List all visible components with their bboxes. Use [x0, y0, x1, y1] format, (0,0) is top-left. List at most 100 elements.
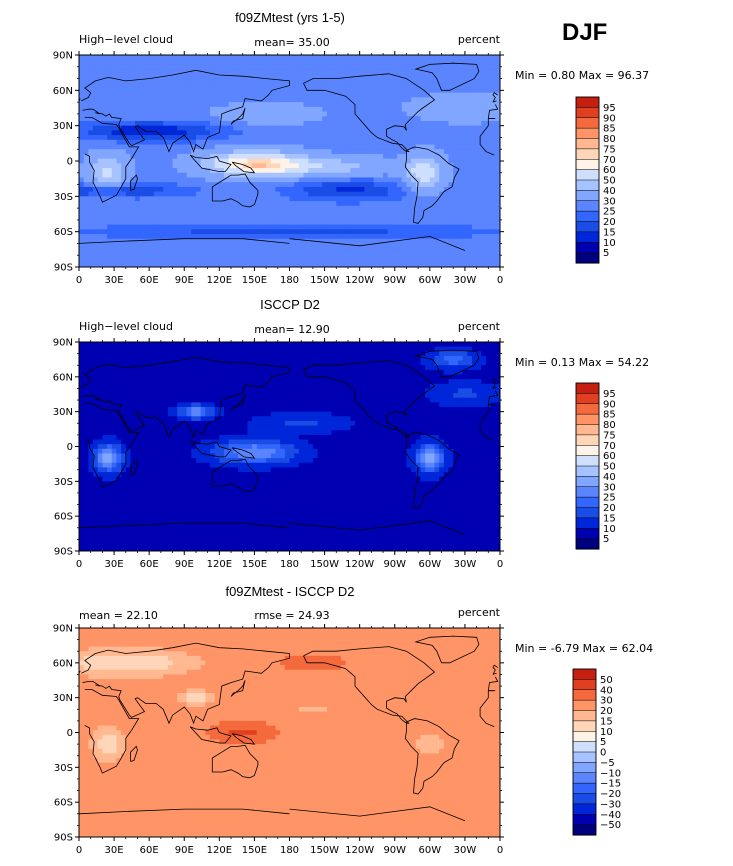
grid-cell	[439, 186, 445, 193]
grid-cell	[224, 149, 230, 155]
grid-cell	[97, 135, 103, 141]
grid-cell	[481, 365, 487, 371]
grid-cell	[369, 111, 375, 117]
grid-cell	[111, 116, 118, 122]
grid-cell	[200, 172, 206, 179]
grid-cell	[107, 186, 113, 193]
grid-cell	[83, 64, 89, 70]
grid-cell	[238, 87, 244, 94]
grid-cell	[116, 55, 122, 61]
grid-cell	[354, 234, 361, 240]
grid-cell	[111, 201, 118, 207]
grid-cell	[294, 111, 300, 117]
grid-cell	[476, 64, 482, 70]
grid-cell	[139, 97, 146, 103]
grid-cell	[135, 243, 141, 249]
grid-cell	[495, 196, 500, 202]
grid-cell	[275, 135, 281, 141]
grid-cell	[434, 369, 440, 376]
grid-cell	[439, 177, 445, 183]
grid-cell	[369, 182, 375, 188]
grid-cell	[485, 351, 492, 357]
grid-cell	[266, 73, 272, 80]
grid-cell	[326, 196, 333, 202]
grid-cell	[167, 342, 174, 348]
grid-cell	[397, 130, 403, 136]
grid-cell	[289, 355, 295, 362]
grid-cell	[392, 102, 398, 108]
grid-cell	[383, 342, 389, 348]
grid-cell	[373, 97, 379, 103]
grid-cell	[429, 224, 436, 230]
grid-cell	[135, 92, 141, 98]
grid-cell	[195, 139, 202, 146]
grid-cell	[495, 234, 500, 240]
grid-cell	[144, 351, 150, 357]
grid-cell	[462, 355, 468, 362]
grid-cell	[167, 360, 174, 366]
grid-cell	[228, 374, 234, 380]
grid-cell	[93, 59, 99, 66]
grid-cell	[200, 374, 206, 380]
grid-cell	[485, 92, 492, 98]
grid-cell	[359, 215, 365, 221]
grid-cell	[336, 257, 342, 263]
grid-cell	[401, 83, 408, 89]
grid-cell	[336, 196, 342, 202]
grid-cell	[443, 219, 450, 226]
grid-cell	[200, 78, 206, 84]
grid-cell	[116, 215, 122, 221]
grid-cell	[308, 106, 314, 113]
grid-cell	[336, 73, 342, 80]
grid-cell	[378, 153, 384, 160]
grid-cell	[284, 360, 291, 366]
grid-cell	[317, 73, 323, 80]
grid-cell	[397, 186, 403, 193]
grid-cell	[270, 92, 277, 98]
grid-cell	[158, 87, 164, 94]
grid-cell	[369, 149, 375, 155]
grid-cell	[453, 224, 459, 230]
grid-cell	[228, 78, 234, 84]
grid-cell	[476, 172, 482, 179]
grid-cell	[439, 196, 445, 202]
season-label: DJF	[562, 19, 607, 46]
lon-tick-label: 150W	[310, 275, 339, 286]
grid-cell	[209, 210, 216, 216]
grid-cell	[280, 73, 286, 80]
grid-cell	[135, 69, 141, 75]
grid-cell	[139, 379, 146, 385]
grid-cell	[139, 196, 146, 202]
grid-cell	[369, 238, 375, 245]
grid-cell	[93, 116, 99, 122]
grid-cell	[359, 64, 365, 70]
grid-cell	[247, 196, 253, 202]
grid-cell	[420, 59, 426, 66]
grid-cell	[275, 374, 281, 380]
grid-cell	[261, 92, 267, 98]
grid-cell	[88, 196, 94, 202]
grid-cell	[420, 73, 426, 80]
grid-cell	[467, 144, 473, 150]
grid-cell	[298, 224, 305, 230]
grid-cell	[406, 163, 412, 169]
grid-cell	[317, 64, 323, 70]
grid-cell	[121, 55, 127, 61]
grid-cell	[415, 144, 422, 150]
grid-cell	[434, 149, 440, 155]
grid-cell	[233, 186, 239, 193]
grid-cell	[83, 144, 89, 150]
grid-cell	[144, 186, 150, 193]
grid-cell	[275, 97, 281, 103]
grid-cell	[247, 374, 253, 380]
grid-cell	[149, 153, 155, 160]
grid-cell	[214, 186, 220, 193]
grid-cell	[373, 252, 379, 259]
grid-cell	[83, 346, 89, 352]
grid-cell	[354, 346, 361, 352]
grid-cell	[280, 158, 286, 164]
grid-cell	[270, 69, 277, 75]
grid-cell	[448, 116, 454, 122]
coastline	[289, 235, 466, 251]
grid-cell	[200, 92, 206, 98]
